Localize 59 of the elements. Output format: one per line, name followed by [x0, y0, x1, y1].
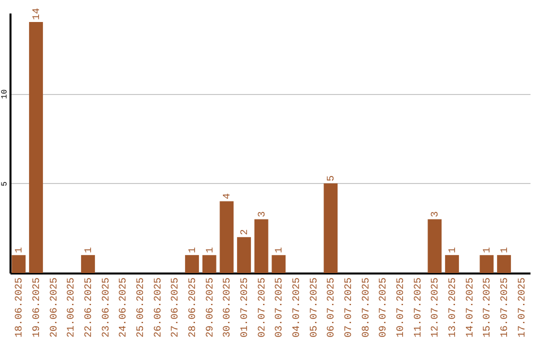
x-tick-label: 09.07.2025 — [378, 278, 390, 338]
data-label: 4 — [222, 193, 234, 200]
x-tick-label: 01.07.2025 — [240, 278, 251, 338]
x-tick-label: 10.07.2025 — [396, 278, 407, 338]
x-tick-label: 27.06.2025 — [170, 278, 182, 338]
x-tick-label: 17.07.2025 — [517, 278, 528, 338]
bar — [428, 219, 442, 273]
bar — [254, 219, 268, 273]
bar — [480, 255, 494, 273]
x-tick-label: 25.06.2025 — [136, 278, 147, 338]
data-label: 14 — [32, 8, 43, 20]
x-tick-label: 22.06.2025 — [84, 278, 95, 338]
x-tick-label: 12.07.2025 — [430, 278, 442, 338]
x-tick-label: 07.07.2025 — [344, 278, 355, 338]
x-tick-label: 02.07.2025 — [257, 278, 268, 338]
bar — [220, 201, 234, 273]
x-tick-label: 14.07.2025 — [465, 278, 476, 338]
x-tick-label: 29.06.2025 — [205, 278, 216, 338]
bar — [497, 255, 511, 273]
data-label: 1 — [448, 247, 459, 254]
data-label: 1 — [205, 247, 216, 254]
x-tick-label: 18.06.2025 — [14, 278, 26, 338]
x-tick-label: 30.06.2025 — [222, 278, 234, 338]
data-label: 5 — [326, 175, 338, 182]
data-label: 3 — [257, 211, 268, 218]
x-tick-label: 20.06.2025 — [49, 278, 60, 338]
y-tick-label: 10 — [0, 89, 10, 99]
data-label: 1 — [14, 247, 26, 254]
x-tick-label: 11.07.2025 — [413, 278, 424, 338]
data-label: 1 — [482, 247, 494, 254]
x-tick-label: 28.06.2025 — [188, 278, 199, 338]
bar — [81, 255, 95, 273]
x-tick-label: 03.07.2025 — [274, 278, 286, 338]
x-tick-label: 08.07.2025 — [361, 278, 372, 338]
data-label: 1 — [274, 247, 286, 254]
x-tick-label: 16.07.2025 — [500, 278, 511, 338]
bar — [202, 255, 216, 273]
data-label: 1 — [84, 247, 95, 254]
bar — [445, 255, 459, 273]
data-label: 3 — [430, 211, 442, 218]
x-tick-label: 24.06.2025 — [118, 278, 130, 338]
x-tick-label: 15.07.2025 — [482, 278, 494, 338]
bar — [185, 255, 199, 273]
bar — [29, 22, 43, 273]
bar — [237, 237, 251, 273]
x-tick-label: 21.06.2025 — [66, 278, 78, 338]
x-tick-label: 26.06.2025 — [153, 278, 164, 338]
data-label: 2 — [240, 229, 251, 236]
x-tick-label: 06.07.2025 — [326, 278, 338, 338]
data-label: 1 — [500, 247, 511, 254]
data-label: 1 — [188, 247, 199, 254]
bar — [272, 255, 286, 273]
x-tick-label: 13.07.2025 — [448, 278, 459, 338]
x-tick-label: 05.07.2025 — [309, 278, 320, 338]
x-tick-label: 23.06.2025 — [101, 278, 112, 338]
bar — [324, 183, 338, 273]
bar — [12, 255, 26, 273]
x-tick-label: 19.06.2025 — [32, 278, 43, 338]
x-tick-label: 04.07.2025 — [292, 278, 303, 338]
